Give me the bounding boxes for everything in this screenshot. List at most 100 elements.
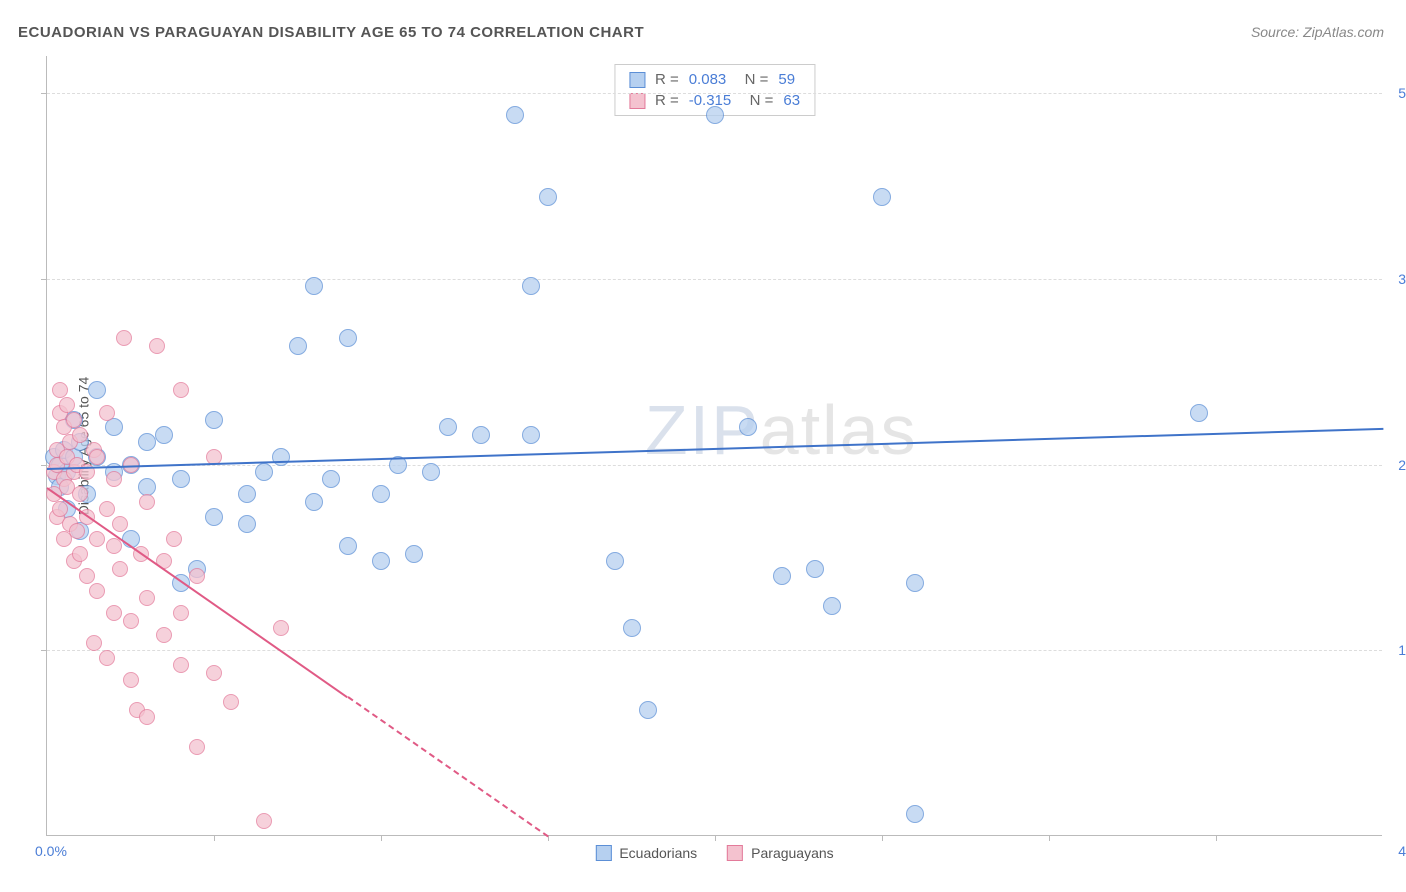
scatter-point <box>906 805 924 823</box>
scatter-point <box>69 523 85 539</box>
scatter-point <box>106 538 122 554</box>
legend-swatch-1 <box>595 845 611 861</box>
scatter-point <box>806 560 824 578</box>
scatter-point <box>149 338 165 354</box>
stat-r-val-1: 0.083 <box>689 71 727 88</box>
legend-item-2: Paraguayans <box>727 845 834 861</box>
x-axis-label-0: 0.0% <box>35 843 67 859</box>
scatter-point <box>79 568 95 584</box>
scatter-point <box>339 329 357 347</box>
scatter-point <box>112 516 128 532</box>
scatter-point <box>123 613 139 629</box>
scatter-point <box>906 574 924 592</box>
gridline <box>47 650 1382 651</box>
legend-label-2: Paraguayans <box>751 845 834 861</box>
scatter-point <box>72 427 88 443</box>
scatter-point <box>173 657 189 673</box>
scatter-point <box>139 709 155 725</box>
scatter-point <box>106 605 122 621</box>
scatter-point <box>272 448 290 466</box>
scatter-point <box>506 106 524 124</box>
scatter-point <box>99 405 115 421</box>
scatter-point <box>706 106 724 124</box>
watermark: ZIPatlas <box>645 390 918 470</box>
scatter-point <box>305 493 323 511</box>
xtick <box>214 835 215 841</box>
scatter-point <box>223 694 239 710</box>
scatter-point <box>105 418 123 436</box>
scatter-point <box>155 426 173 444</box>
scatter-point <box>172 470 190 488</box>
scatter-point <box>139 590 155 606</box>
ytick-label: 25.0% <box>1388 457 1406 473</box>
ytick-mark <box>41 279 47 280</box>
source-credit: Source: ZipAtlas.com <box>1251 24 1384 40</box>
scatter-point <box>273 620 289 636</box>
stat-n-val-1: 59 <box>778 71 795 88</box>
stat-n-label-1: N = <box>736 71 768 88</box>
scatter-point <box>106 471 122 487</box>
scatter-point <box>606 552 624 570</box>
scatter-point <box>173 382 189 398</box>
scatter-point <box>99 501 115 517</box>
stat-r-label-1: R = <box>655 71 679 88</box>
scatter-point <box>205 411 223 429</box>
scatter-point <box>238 515 256 533</box>
scatter-point <box>72 486 88 502</box>
scatter-point <box>166 531 182 547</box>
chart-container: ECUADORIAN VS PARAGUAYAN DISABILITY AGE … <box>0 0 1406 892</box>
scatter-point <box>522 277 540 295</box>
scatter-point <box>189 568 205 584</box>
gridline <box>47 93 1382 94</box>
trend-line <box>47 427 1383 469</box>
scatter-point <box>1190 404 1208 422</box>
xtick <box>381 835 382 841</box>
scatter-point <box>89 449 105 465</box>
scatter-point <box>873 188 891 206</box>
plot-area: ZIPatlas R = 0.083 N = 59 R = -0.315 N =… <box>46 56 1382 836</box>
xtick <box>882 835 883 841</box>
scatter-point <box>72 546 88 562</box>
scatter-point <box>372 552 390 570</box>
watermark-atlas: atlas <box>760 391 918 469</box>
trend-line <box>347 697 549 838</box>
scatter-point <box>86 635 102 651</box>
xtick <box>1216 835 1217 841</box>
legend-item-1: Ecuadorians <box>595 845 697 861</box>
ytick-label: 50.0% <box>1388 85 1406 101</box>
bottom-legend: Ecuadorians Paraguayans <box>595 845 833 861</box>
scatter-point <box>99 650 115 666</box>
stat-n-val-2: 63 <box>783 92 800 109</box>
ytick-label: 37.5% <box>1388 271 1406 287</box>
scatter-point <box>405 545 423 563</box>
scatter-point <box>322 470 340 488</box>
scatter-point <box>156 627 172 643</box>
legend-label-1: Ecuadorians <box>619 845 697 861</box>
scatter-point <box>522 426 540 444</box>
scatter-point <box>116 330 132 346</box>
scatter-point <box>206 665 222 681</box>
chart-title: ECUADORIAN VS PARAGUAYAN DISABILITY AGE … <box>18 24 644 41</box>
ytick-mark <box>41 650 47 651</box>
scatter-point <box>339 537 357 555</box>
x-axis-label-max: 40.0% <box>1398 843 1406 859</box>
gridline <box>47 279 1382 280</box>
xtick <box>1049 835 1050 841</box>
scatter-point <box>138 433 156 451</box>
scatter-point <box>623 619 641 637</box>
scatter-point <box>66 412 82 428</box>
scatter-point <box>739 418 757 436</box>
swatch-series-1 <box>629 72 645 88</box>
stat-n-label-2: N = <box>741 92 773 109</box>
scatter-point <box>89 583 105 599</box>
scatter-point <box>372 485 390 503</box>
stat-r-label-2: R = <box>655 92 679 109</box>
scatter-point <box>422 463 440 481</box>
ytick-mark <box>41 93 47 94</box>
scatter-point <box>52 382 68 398</box>
ytick-label: 12.5% <box>1388 642 1406 658</box>
scatter-point <box>112 561 128 577</box>
scatter-point <box>88 381 106 399</box>
scatter-point <box>123 672 139 688</box>
scatter-point <box>773 567 791 585</box>
